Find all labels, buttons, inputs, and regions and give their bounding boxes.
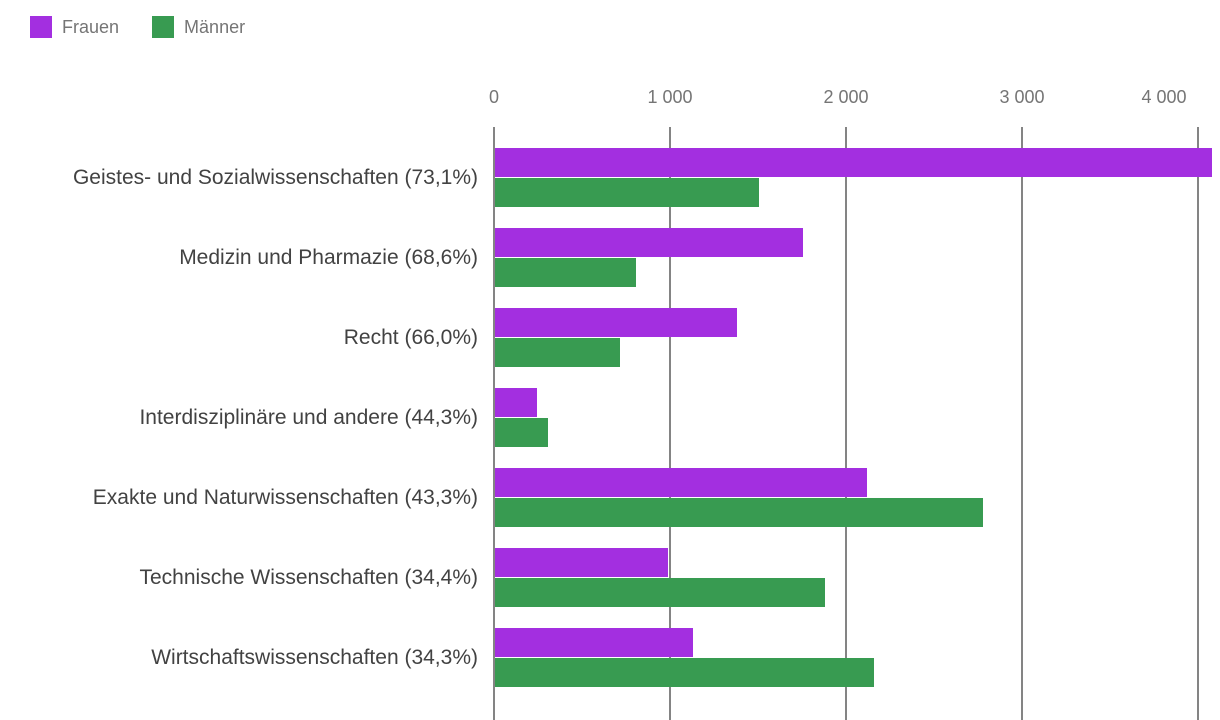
category-label: Medizin und Pharmazie (68,6%)	[179, 246, 478, 269]
legend-label-frauen: Frauen	[62, 16, 120, 37]
bar-frauen	[495, 548, 669, 577]
legend-item-maenner: Männer	[152, 16, 245, 38]
bar-frauen	[495, 628, 693, 657]
legend-label-maenner: Männer	[184, 16, 246, 37]
bar-maenner	[495, 498, 983, 527]
bar-maenner	[495, 338, 620, 367]
maenner-swatch-icon	[152, 16, 175, 38]
gridline	[1021, 127, 1023, 720]
category-label: Wirtschaftswissenschaften (34,3%)	[151, 646, 478, 669]
x-axis-tick-label: 3 000	[999, 87, 1045, 107]
frauen-swatch-icon	[30, 16, 52, 38]
gridline	[845, 127, 847, 720]
bar-maenner	[495, 418, 549, 447]
bar-frauen	[495, 148, 1213, 177]
x-axis-tick-label: 4 000	[1141, 87, 1187, 107]
category-label: Technische Wissenschaften (34,4%)	[139, 566, 479, 589]
category-label: Recht (66,0%)	[343, 326, 478, 349]
bar-frauen	[495, 388, 538, 417]
gridline	[1197, 127, 1199, 720]
x-axis-tick-label: 0	[488, 87, 500, 107]
bar-maenner	[495, 658, 875, 687]
category-label: Geistes- und Sozialwissenschaften (73,1%…	[72, 166, 478, 189]
x-axis-tick-label: 1 000	[647, 87, 693, 107]
bar-maenner	[495, 258, 636, 287]
bar-frauen	[495, 228, 803, 257]
legend: Frauen Männer	[30, 16, 245, 38]
bar-frauen	[495, 308, 737, 337]
gridline	[669, 127, 671, 720]
category-label: Exakte und Naturwissenschaften (43,3%)	[92, 486, 478, 509]
bar-frauen	[495, 468, 868, 497]
bar-maenner	[495, 578, 825, 607]
category-label: Interdisziplinäre und andere (44,3%)	[139, 406, 478, 429]
bar-maenner	[495, 178, 759, 207]
legend-item-frauen: Frauen	[30, 16, 119, 38]
x-axis-tick-label: 2 000	[823, 87, 869, 107]
gridline	[493, 127, 495, 720]
